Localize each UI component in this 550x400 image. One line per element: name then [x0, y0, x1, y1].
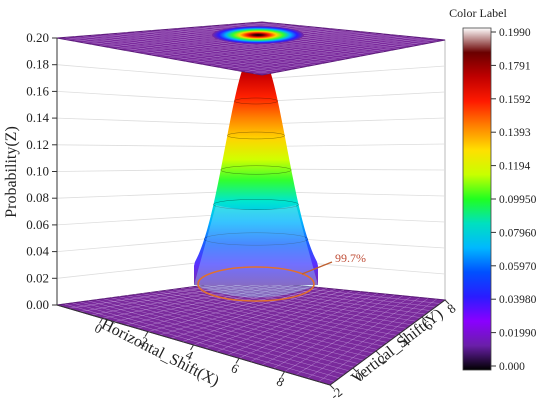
cone-contour — [213, 199, 299, 210]
wall-gridline — [56, 117, 244, 125]
x-tick-mark — [281, 371, 285, 377]
wall-gridline — [56, 190, 244, 199]
cone-contour — [233, 97, 279, 105]
y-tick-mark — [329, 384, 335, 390]
z-tick-label: 0.18 — [26, 57, 49, 72]
floor-gridline — [227, 281, 436, 308]
z-tick-label: 0.20 — [26, 30, 49, 45]
y-tick-mark — [421, 316, 427, 322]
colorbar-tick-label: 0.01990 — [499, 328, 537, 340]
z-tick-label: 0.08 — [26, 190, 49, 205]
x-tick-label: 8 — [274, 373, 287, 389]
wall-gridline — [242, 65, 446, 81]
colorbar-ticks: 0.1990 0.1791 0.1592 0.1393 0.1194 0.09950 0.0… — [491, 27, 537, 373]
annotation-label: 99.7% — [335, 251, 366, 265]
colorbar-tick-label: 0.09950 — [499, 194, 537, 206]
top-plane-gridlines — [65, 22, 438, 74]
top-gridline — [253, 22, 438, 42]
z-tick-label: 0.16 — [26, 83, 49, 98]
colorbar-tick-label: 0.03980 — [499, 294, 537, 306]
colorbar-tick-label: 0.000 — [499, 361, 525, 373]
z-tick-label: 0.00 — [26, 297, 49, 312]
z-tick-label: 0.06 — [26, 217, 49, 232]
cone-contour — [227, 131, 285, 140]
top-gridline — [253, 39, 438, 74]
top-gridline — [236, 37, 423, 71]
colorbar-tick-label: 0.1990 — [499, 27, 531, 39]
z-axis-title: Probability(Z) — [3, 126, 20, 218]
y-tick-mark — [375, 350, 381, 356]
wall-gridline — [56, 144, 244, 148]
colorbar-tick-label: 0.1791 — [499, 60, 531, 72]
peak-cone — [194, 55, 318, 298]
cone-base-glow — [194, 205, 318, 298]
colorbar — [462, 27, 492, 371]
y-axis-line — [329, 299, 446, 386]
x-tick-mark — [144, 331, 149, 337]
cone-contour-lines — [204, 97, 308, 246]
cone-surface — [194, 55, 318, 285]
floor-gridline — [211, 283, 426, 315]
colorbar-title: Color Label — [449, 6, 507, 20]
wall-gridline — [56, 168, 244, 172]
floor-gridline — [307, 298, 429, 379]
y-tick-label: -2 — [327, 384, 345, 400]
z-tick-label: 0.14 — [26, 110, 49, 125]
top-peak-disc — [212, 26, 304, 44]
colorbar-tick-label: 0.1393 — [499, 127, 531, 139]
z-axis-ticks: 0.00 0.02 0.04 0.06 0.08 0.10 0.12 0.14 0.16 0.18… — [26, 30, 57, 312]
y-tick-mark — [352, 367, 358, 373]
y-tick-label: 8 — [444, 301, 458, 317]
y-tick-mark — [398, 333, 404, 339]
colorbar-tick-label: 0.1194 — [499, 161, 530, 173]
floor-gridline — [295, 297, 420, 376]
z-tick-label: 0.10 — [26, 164, 49, 179]
z-tick-label: 0.12 — [26, 137, 49, 152]
x-tick-mark — [190, 344, 194, 351]
z-tick-label: 0.02 — [26, 270, 49, 285]
x-tick-label: 6 — [229, 360, 242, 377]
colorbar-tick-label: 0.1592 — [499, 94, 531, 106]
colorbar-tick-label: 0.05970 — [499, 261, 537, 273]
floor-gridlines — [64, 280, 441, 382]
floor-gridline — [318, 298, 437, 382]
confidence-ellipse — [197, 266, 315, 302]
cone-contour — [204, 232, 308, 246]
colorbar-tick-label: 0.07960 — [499, 227, 537, 239]
annotation-leader — [301, 261, 333, 275]
cone-contour — [220, 165, 292, 175]
x-tick-mark — [235, 358, 240, 364]
wall-gridline — [56, 64, 244, 81]
z-tick-label: 0.04 — [26, 244, 49, 259]
top-gridline — [244, 23, 430, 44]
floor-gridline — [219, 282, 431, 311]
x-tick-mark — [99, 318, 103, 324]
top-gridline — [244, 38, 430, 73]
y-tick-mark — [444, 299, 450, 305]
wall-gridline — [56, 91, 244, 103]
